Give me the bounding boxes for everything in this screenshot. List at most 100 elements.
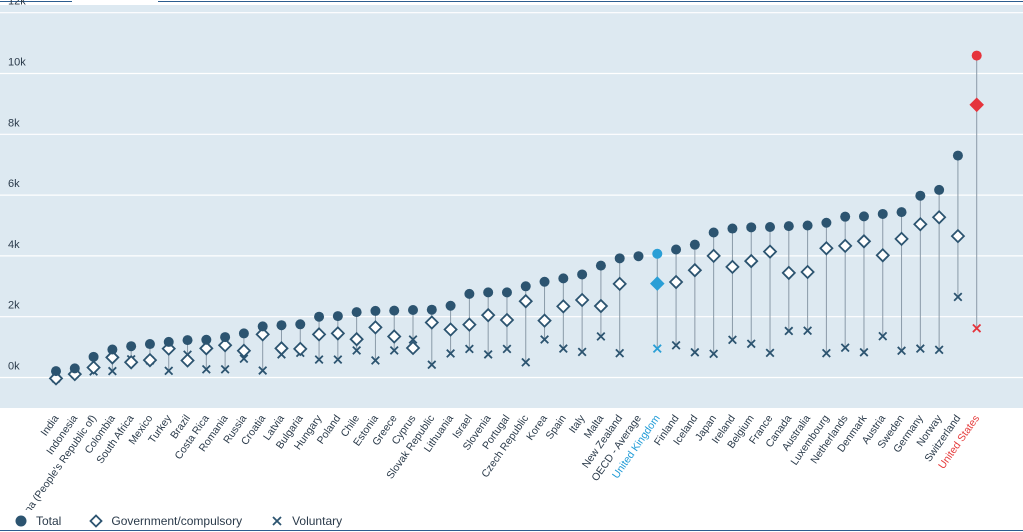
total-marker: [671, 244, 682, 255]
total-marker: [144, 339, 155, 350]
legend-item-total: Total: [14, 514, 61, 528]
gridlines: [0, 12, 1023, 379]
voluntary-marker: [596, 332, 606, 341]
legend-label-voluntary: Voluntary: [292, 514, 343, 528]
total-marker: [238, 328, 249, 339]
total-marker: [163, 336, 174, 347]
voluntary-marker: [483, 349, 493, 359]
government-marker: [837, 238, 853, 254]
voluntary-marker: [915, 344, 925, 354]
voluntary-marker: [521, 357, 531, 367]
voluntary-marker: [746, 339, 756, 349]
total-marker: [689, 239, 700, 250]
total-marker: [276, 320, 287, 331]
tab-strip-line-right: [158, 1, 1023, 2]
voluntary-marker: [239, 354, 249, 364]
y-tick-label: 10k: [8, 57, 26, 69]
total-marker: [107, 344, 118, 355]
total-marker: [351, 307, 362, 318]
y-axis-ticks: 0k 2k 4k 6k 8k 10k 12k: [8, 0, 26, 373]
government-marker: [706, 248, 721, 264]
voluntary-marker: [164, 366, 174, 376]
total-marker: [858, 211, 869, 222]
total-marker: [558, 273, 569, 284]
legend-label-government: Government/compulsory: [111, 514, 243, 528]
y-tick-label: 6k: [8, 178, 20, 190]
voluntary-marker: [784, 326, 794, 336]
voluntary-marker: [671, 340, 681, 350]
total-marker: [314, 311, 325, 322]
government-marker: [105, 350, 120, 365]
total-marker: [126, 341, 137, 352]
government-marker: [875, 248, 891, 263]
y-tick-label: 4k: [8, 239, 20, 251]
government-marker: [480, 307, 496, 323]
total-marker: [426, 304, 437, 315]
voluntary-marker: [352, 346, 362, 355]
government-marker: [199, 341, 214, 356]
x-tick-label: Korea: [524, 413, 550, 443]
government-marker: [292, 341, 308, 357]
government-marker: [612, 276, 627, 292]
voluntary-marker: [859, 347, 869, 357]
total-marker: [332, 311, 343, 322]
government-marker: [236, 343, 252, 359]
voluntary-marker: [446, 349, 456, 358]
government-marker: [725, 259, 740, 275]
government-marker: [950, 228, 966, 244]
government-marker: [668, 274, 684, 290]
government-marker: [593, 298, 609, 314]
total-marker: [896, 207, 907, 218]
government-marker: [781, 265, 797, 281]
x-tick-label: Spain: [544, 413, 569, 442]
voluntary-marker: [427, 360, 437, 370]
y-tick-label: 2k: [8, 300, 20, 312]
total-marker: [821, 217, 832, 228]
total-marker: [483, 287, 494, 298]
government-marker: [349, 331, 364, 347]
government-marker: [894, 231, 909, 247]
government-marker: [856, 234, 872, 249]
government-marker: [142, 352, 158, 368]
voluntary-marker: [690, 347, 700, 357]
government-marker: [969, 97, 984, 113]
y-tick-label: 8k: [8, 117, 20, 129]
government-marker: [123, 355, 139, 370]
government-marker: [180, 353, 195, 368]
total-marker: [501, 287, 512, 298]
voluntary-marker: [821, 348, 831, 358]
voluntary-marker: [370, 356, 380, 365]
government-marker: [462, 317, 477, 332]
total-marker: [520, 281, 531, 292]
government-marker: [556, 299, 571, 314]
legend: Total Government/compulsory Voluntary: [14, 512, 370, 530]
total-marker: [370, 305, 381, 316]
markers: [48, 50, 984, 386]
government-marker: [650, 276, 665, 291]
government-marker: [518, 293, 534, 309]
government-marker: [274, 341, 289, 356]
voluntary-marker: [201, 364, 211, 374]
total-marker: [971, 50, 982, 61]
voluntary-marker: [464, 344, 474, 354]
government-marker: [368, 320, 383, 335]
government-marker: [405, 340, 421, 356]
voluntary-marker: [558, 344, 568, 354]
total-marker: [577, 269, 588, 280]
total-marker: [445, 300, 456, 311]
total-marker: [539, 276, 550, 287]
voluntary-marker: [897, 346, 906, 356]
voluntary-marker: [652, 344, 662, 354]
legend-item-voluntary: Voluntary: [270, 514, 342, 528]
total-marker: [614, 253, 625, 264]
government-marker: [931, 210, 947, 225]
total-marker: [408, 305, 419, 316]
government-marker: [499, 312, 515, 328]
government-marker: [800, 264, 815, 280]
government-marker: [217, 338, 233, 353]
voluntary-marker: [615, 348, 625, 358]
total-marker: [220, 332, 231, 343]
total-marker: [708, 227, 719, 238]
voluntary-marker: [878, 331, 888, 341]
voluntary-marker: [765, 348, 775, 358]
